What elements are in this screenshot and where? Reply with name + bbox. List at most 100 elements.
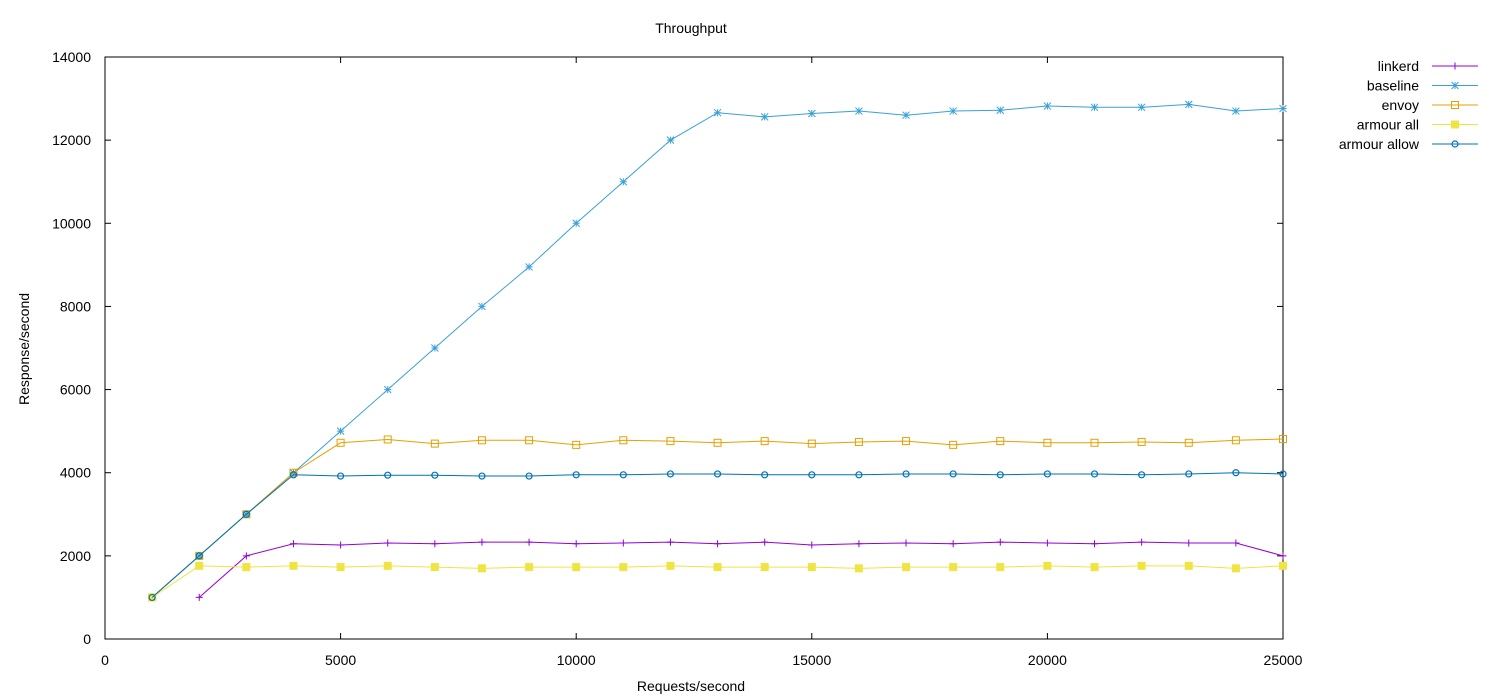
data-point	[854, 437, 863, 446]
data-point	[949, 540, 957, 548]
data-point	[854, 564, 863, 573]
data-point	[807, 439, 816, 448]
data-point	[572, 540, 580, 548]
chart-title: Throughput	[655, 20, 727, 36]
data-point	[996, 563, 1005, 572]
data-point	[384, 539, 392, 547]
data-point	[1232, 469, 1240, 477]
data-point	[148, 593, 156, 602]
data-point	[572, 440, 581, 449]
data-point	[289, 471, 298, 479]
data-point	[713, 470, 722, 478]
data-point	[1279, 470, 1287, 478]
data-point	[1043, 102, 1052, 110]
data-point	[713, 438, 722, 447]
data-point	[195, 593, 203, 601]
data-point	[1279, 561, 1287, 570]
data-point	[1090, 563, 1099, 572]
x-tick-label: 15000	[792, 652, 831, 668]
data-point	[949, 563, 958, 572]
data-point	[666, 437, 675, 446]
data-point	[1232, 539, 1240, 547]
data-point	[1231, 436, 1240, 445]
data-point	[996, 106, 1005, 115]
data-point	[902, 111, 910, 120]
data-point	[949, 440, 958, 449]
data-point	[713, 108, 722, 117]
data-point	[808, 541, 816, 549]
series-layer	[148, 100, 1287, 602]
series-armour-all	[148, 561, 1287, 602]
data-point	[1138, 538, 1146, 546]
legend: linkerd baseline envoy armour all armour all…	[1339, 58, 1478, 152]
legend-label: linkerd	[1378, 58, 1419, 74]
data-point	[478, 302, 486, 311]
axis-ticks: 0 5000 10000 15000 20000 25000 0 2000 4000 6000 80…	[52, 49, 1303, 668]
data-point	[619, 177, 628, 186]
data-point	[1043, 561, 1052, 570]
data-point	[996, 471, 1004, 479]
data-point	[430, 563, 439, 572]
data-point	[478, 538, 486, 546]
legend-marker	[1451, 101, 1459, 109]
data-point	[666, 136, 675, 144]
data-point	[478, 472, 486, 480]
data-point	[430, 344, 439, 352]
data-point	[949, 470, 957, 478]
legend-marker	[1451, 140, 1459, 148]
data-point	[761, 538, 769, 546]
data-point	[1279, 435, 1287, 444]
data-point	[714, 540, 722, 548]
data-point	[666, 561, 675, 570]
series-baseline	[148, 100, 1287, 602]
series-line	[151, 438, 1284, 598]
data-point	[855, 540, 863, 548]
series-envoy	[148, 435, 1287, 602]
data-point	[477, 436, 486, 445]
data-point	[1231, 564, 1240, 573]
legend-label: envoy	[1382, 97, 1419, 113]
data-point	[1232, 107, 1240, 115]
data-point	[666, 538, 674, 546]
data-point	[383, 385, 392, 394]
data-point	[1138, 471, 1146, 479]
legend-item: linkerd	[1378, 58, 1478, 74]
data-point	[572, 563, 581, 572]
data-point	[619, 471, 627, 479]
data-point	[289, 561, 298, 570]
x-tick-label: 25000	[1264, 652, 1303, 668]
x-tick-label: 5000	[325, 652, 356, 668]
data-point	[996, 437, 1005, 446]
data-point	[1185, 539, 1193, 547]
data-point	[902, 470, 910, 478]
data-point	[1185, 470, 1193, 478]
data-point	[383, 435, 392, 444]
data-point	[195, 552, 203, 560]
data-point	[384, 471, 392, 479]
data-point	[807, 109, 816, 118]
data-point	[713, 563, 722, 572]
data-point	[525, 472, 533, 480]
y-tick-label: 12000	[52, 132, 91, 148]
data-point	[525, 563, 534, 572]
data-point	[195, 561, 204, 570]
data-point	[289, 468, 298, 477]
series-line	[151, 472, 1284, 598]
y-tick-label: 10000	[52, 215, 91, 231]
data-point	[431, 540, 439, 548]
data-point	[760, 437, 769, 446]
data-point	[1137, 561, 1146, 570]
data-point	[902, 437, 911, 446]
plot-frame	[104, 56, 1284, 640]
data-point	[1043, 438, 1052, 447]
data-point	[808, 471, 816, 479]
data-point	[855, 107, 863, 115]
legend-item: baseline	[1367, 78, 1478, 94]
series-armour-allow	[148, 469, 1287, 602]
data-point	[336, 427, 345, 435]
data-point	[289, 540, 297, 548]
data-point	[1184, 438, 1193, 447]
y-tick-label: 6000	[60, 382, 91, 398]
data-point	[1184, 561, 1193, 570]
data-point	[336, 438, 345, 447]
